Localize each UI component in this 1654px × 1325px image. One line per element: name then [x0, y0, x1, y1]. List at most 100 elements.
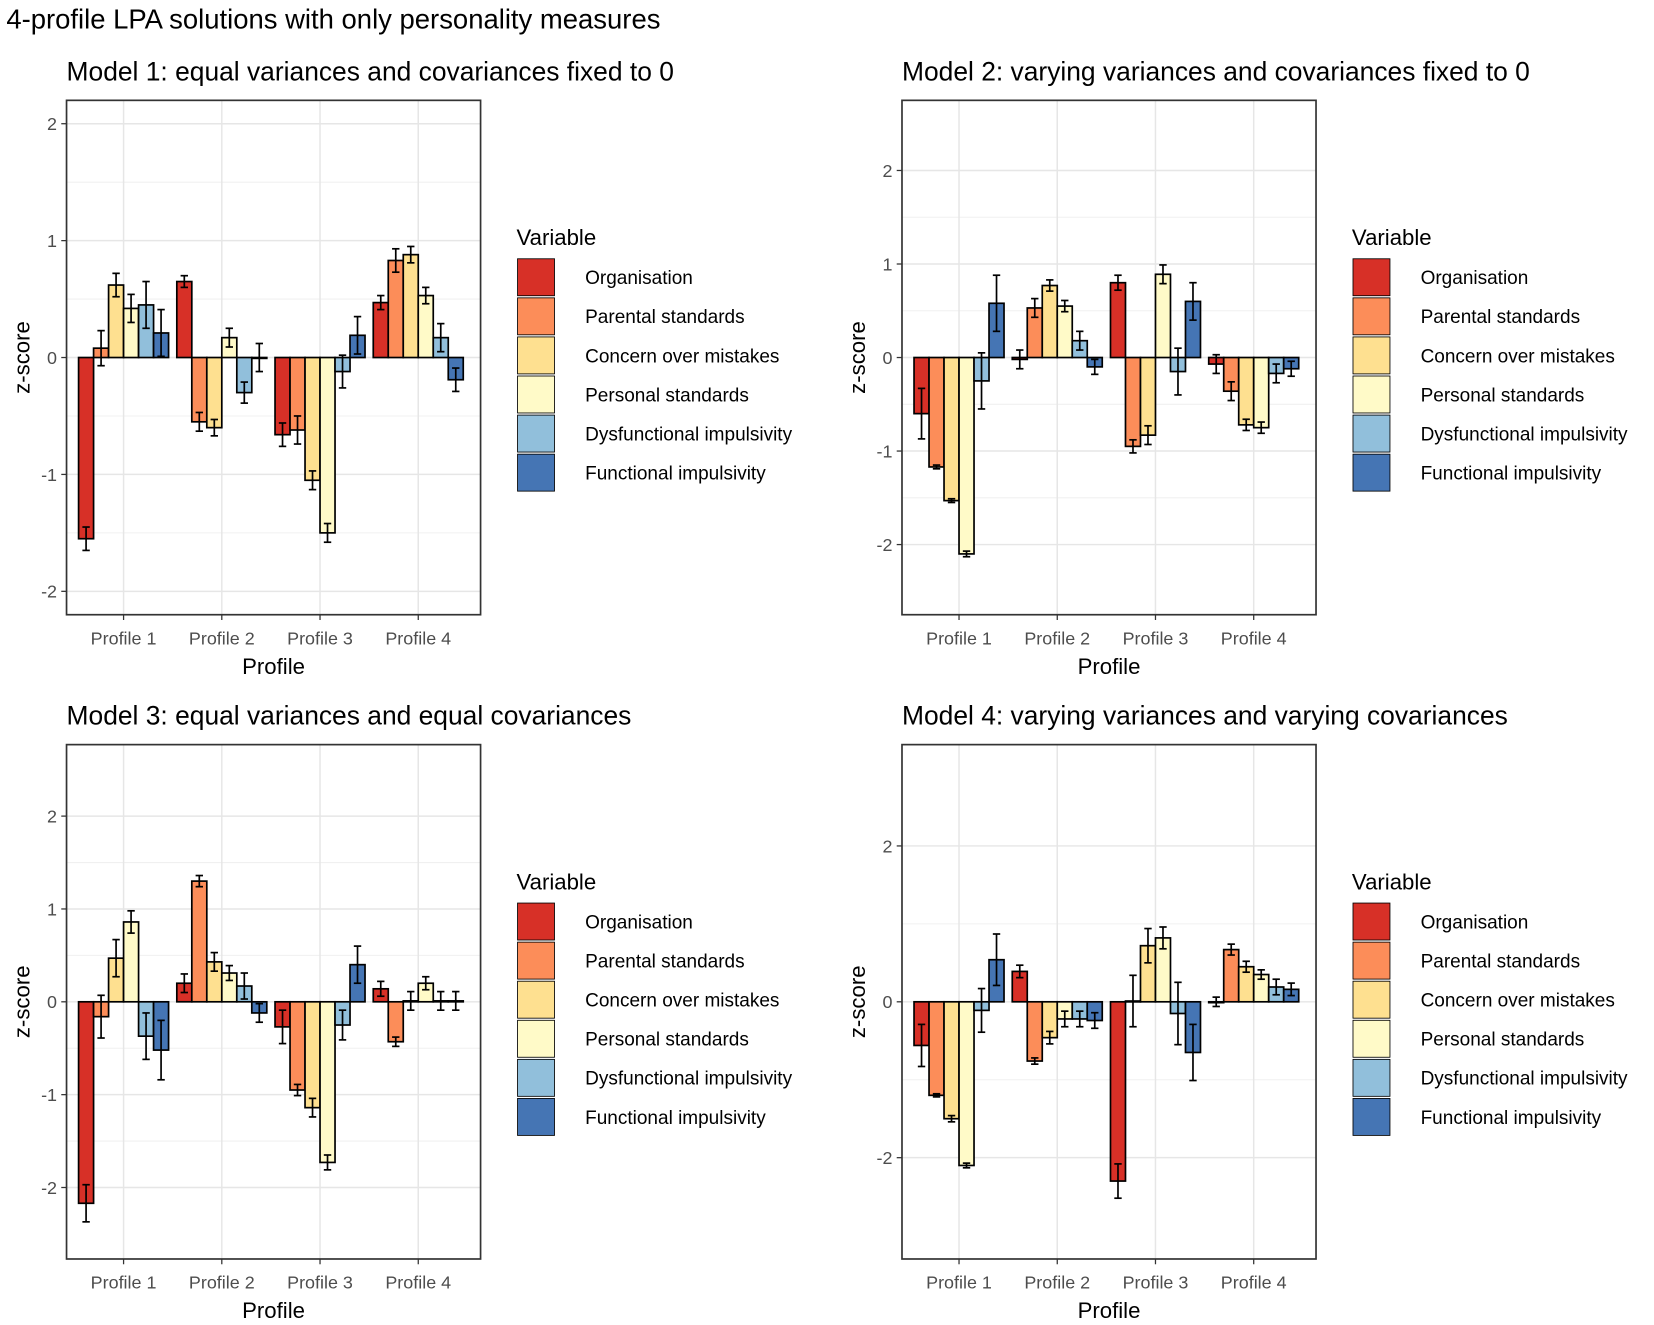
bar-concern-over-mistakes-profile-4: [1237, 356, 1255, 426]
bar-personal-standards-profile-4: [417, 294, 435, 359]
bar-personal-standards-profile-2: [1056, 305, 1074, 359]
error-bar: [1227, 943, 1235, 956]
plot-border: [65, 99, 482, 616]
legend-key: [1352, 980, 1391, 1019]
legend-key: [1352, 258, 1391, 297]
error-bar: [195, 411, 204, 433]
error-bar: [180, 274, 189, 289]
error-bar: [353, 945, 362, 985]
x-axis-title: Profile: [1078, 654, 1141, 679]
error-bar: [1061, 299, 1069, 313]
x-tick-label: Profile 4: [385, 1273, 451, 1293]
x-axis-title: Profile: [1078, 1298, 1141, 1323]
legend-label: Concern over mistakes: [585, 991, 779, 1012]
panel-title: Model 3: equal variances and equal covar…: [67, 701, 632, 731]
error-bar: [422, 286, 430, 305]
error-bar: [82, 526, 90, 552]
legend-key: [517, 1098, 555, 1136]
error-bar: [1114, 1163, 1122, 1200]
y-tick-label: 1: [47, 899, 57, 919]
y-tick-label: 1: [47, 231, 57, 251]
error-bar: [377, 980, 385, 998]
legend: Variable Organisation Parental standards Co…: [516, 869, 793, 1136]
y-axis-title: z-score: [845, 965, 870, 1038]
legend-key: [517, 258, 555, 297]
error-bar: [1189, 281, 1197, 321]
error-bar: [407, 245, 415, 264]
legend-title: Variable: [516, 225, 596, 250]
error-bar: [142, 280, 150, 330]
plot-border: [901, 99, 1317, 616]
legend-label: Parental standards: [585, 951, 745, 972]
legend-key: [517, 902, 555, 941]
y-tick-label: 2: [883, 161, 893, 181]
error-bar: [278, 1009, 287, 1045]
bar-concern-over-mistakes-profile-2: [205, 356, 223, 429]
error-bar: [1174, 347, 1182, 396]
x-tick-label: Profile 2: [1024, 628, 1090, 648]
error-bar: [1129, 974, 1137, 1028]
error-bar: [1061, 1010, 1069, 1028]
bar-concern-over-mistakes-profile-1: [943, 356, 960, 502]
error-bar: [240, 381, 248, 404]
legend-key: [1352, 336, 1391, 375]
error-bar: [1129, 438, 1137, 454]
panel-1: Model 1: equal variances and covariances…: [10, 56, 793, 679]
panel-title: Model 1: equal variances and covariances…: [67, 56, 674, 86]
error-bar: [353, 315, 362, 355]
error-bar: [1016, 964, 1024, 979]
bar-personal-standards-profile-3: [319, 1000, 336, 1164]
legend-key: [517, 941, 555, 980]
x-tick-label: Profile 3: [287, 628, 353, 648]
bar-organisation-profile-3: [1109, 281, 1127, 359]
error-bar: [437, 990, 445, 1012]
error-bar: [1287, 982, 1295, 997]
error-bar: [377, 294, 385, 311]
error-bar: [338, 354, 347, 389]
error-bar: [962, 1162, 971, 1169]
legend-label: Dysfunctional impulsivity: [1421, 1069, 1628, 1090]
x-tick-label: Profile 1: [91, 1273, 157, 1293]
bar-parental-standards-profile-2: [190, 880, 208, 1003]
x-tick-label: Profile 1: [91, 628, 157, 648]
legend: Variable Organisation Parental standards Co…: [1352, 869, 1628, 1136]
error-bar: [977, 987, 986, 1034]
bar-parental-standards-profile-2: [1026, 1000, 1044, 1062]
error-bar: [323, 522, 332, 544]
bar-concern-over-mistakes-profile-3: [304, 356, 321, 482]
error-bar: [112, 938, 120, 978]
bar-parental-standards-profile-3: [1124, 356, 1142, 448]
legend-key: [1352, 453, 1391, 492]
bar-personal-standards-profile-4: [1252, 356, 1270, 429]
figure-title: 4-profile LPA solutions with only person…: [6, 4, 660, 35]
x-tick-label: Profile 4: [385, 628, 451, 648]
bar-concern-over-mistakes-profile-3: [304, 1000, 321, 1109]
legend-label: Concern over mistakes: [585, 346, 779, 367]
error-bar: [437, 322, 445, 353]
bar-concern-over-mistakes-profile-1: [943, 1000, 960, 1120]
error-bar: [1257, 421, 1265, 435]
error-bar: [932, 1092, 941, 1098]
error-bar: [293, 415, 302, 445]
error-bar: [323, 1154, 332, 1171]
x-tick-label: Profile 1: [926, 628, 992, 648]
error-bar: [932, 464, 941, 470]
legend-label: Concern over mistakes: [1421, 991, 1615, 1012]
bar-personal-standards-profile-1: [958, 1000, 975, 1167]
legend-label: Dysfunctional impulsivity: [585, 1069, 792, 1090]
error-bar: [1076, 1010, 1084, 1028]
error-bar: [917, 1023, 926, 1068]
error-bar: [255, 342, 263, 373]
error-bar: [97, 329, 105, 367]
x-tick-label: Profile 4: [1221, 1273, 1287, 1293]
legend-label: Organisation: [585, 912, 693, 933]
legend-key: [1352, 902, 1391, 941]
error-bar: [1046, 1030, 1054, 1045]
legend-key: [1352, 1019, 1391, 1058]
plot-border: [65, 743, 482, 1260]
error-bar: [1227, 380, 1235, 402]
legend-key: [517, 1019, 555, 1058]
error-bar: [127, 909, 135, 934]
error-bar: [293, 1083, 302, 1097]
legend: Variable Organisation Parental standards Co…: [1352, 225, 1628, 492]
